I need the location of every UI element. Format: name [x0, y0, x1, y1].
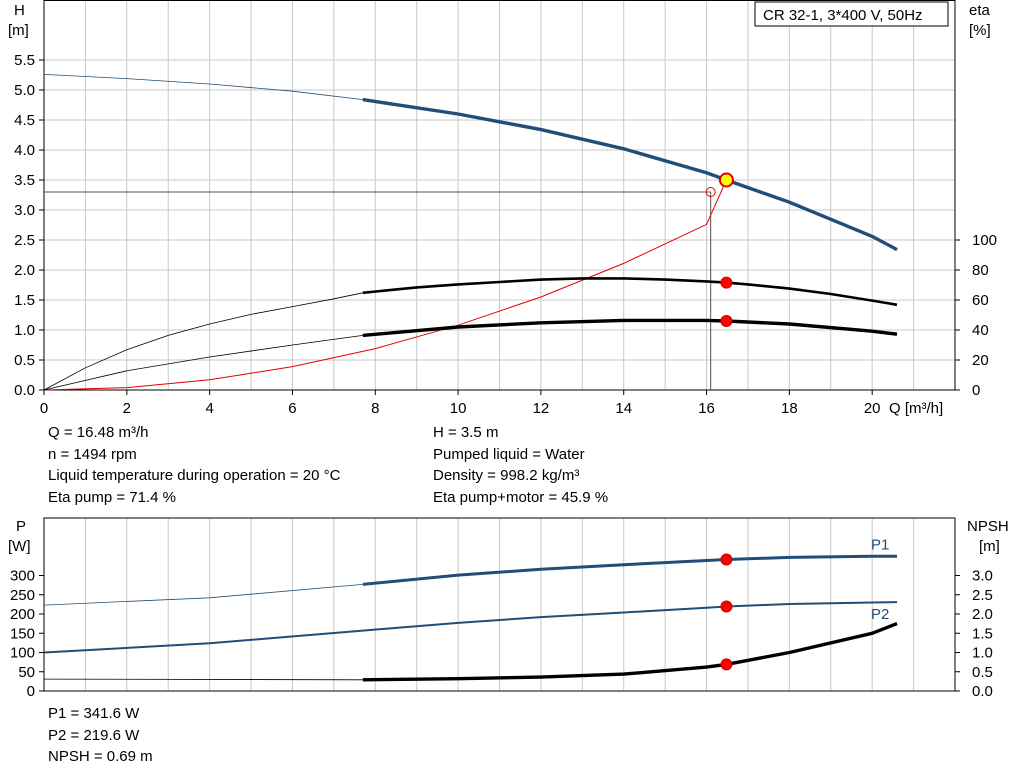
y-left-tick-label: 2.0 — [14, 262, 35, 279]
y-left-tick-label: 4.5 — [14, 112, 35, 129]
y-left-tick-label: 1.5 — [14, 292, 35, 309]
p-tick-label: 300 — [10, 568, 35, 585]
x-tick-label: 10 — [450, 400, 467, 417]
reference-point-marker — [705, 187, 716, 197]
y-left-tick-label: 0.5 — [14, 352, 35, 369]
p-tick-label: 0 — [27, 683, 35, 700]
p-tick-label: 150 — [10, 625, 35, 642]
system-curve-line — [43, 179, 727, 391]
y-right-tick-label: 100 — [972, 232, 997, 249]
p-tick-label: 100 — [10, 645, 35, 662]
y-left-tick-label: 4.0 — [14, 142, 35, 159]
head-line — [362, 97, 898, 252]
x-tick-label: 12 — [533, 400, 550, 417]
p-axis-label: P — [16, 518, 26, 535]
eta-pump-motor-line — [362, 318, 898, 338]
power-info: P1 = 341.6 W P2 = 219.6 W NPSH = 0.69 m — [48, 703, 153, 768]
eta-pump-text: Eta pump = 71.4 % — [48, 488, 176, 506]
operating-point-marker — [720, 315, 733, 327]
eta-pump-line — [362, 277, 898, 307]
y-right-tick-label: 40 — [972, 322, 989, 339]
x-tick-label: 6 — [288, 400, 296, 417]
y-left-tick-label: 1.0 — [14, 322, 35, 339]
duty-point-marker — [718, 172, 734, 188]
x-tick-label: 14 — [615, 400, 632, 417]
p1-value-text: P1 = 341.6 W — [48, 705, 140, 722]
x-axis-label: Q [m³/h] — [889, 400, 943, 417]
y-left-axis-unit: [m] — [8, 22, 29, 39]
power-plot-frame — [43, 517, 956, 692]
npsh-tick-label: 3.0 — [972, 568, 993, 585]
operating-point-marker — [720, 276, 733, 289]
npsh-tick-label: 1.5 — [972, 625, 993, 642]
y-left-tick-label: 0.0 — [14, 382, 35, 399]
eta-pump-line-extrapolated — [43, 292, 363, 391]
main-info-left: Q = 16.48 m³/h n = 1494 rpm Liquid tempe… — [48, 422, 340, 508]
operating-point-marker — [720, 658, 733, 671]
npsh-tick-label: 1.0 — [972, 645, 993, 662]
npsh-axis-label: NPSH — [967, 518, 1009, 535]
p-tick-label: 200 — [10, 606, 35, 623]
y-right-tick-label: 80 — [972, 262, 989, 279]
liquid-temperature-text: Liquid temperature during operation = 20… — [48, 467, 341, 484]
npsh-line-extrapolated — [43, 678, 363, 681]
speed-text: n = 1494 rpm — [48, 445, 137, 463]
main-plot-frame — [43, 0, 956, 391]
operating-point-marker — [720, 553, 733, 566]
operating-point-marker — [720, 600, 733, 613]
p2-series-label: P2 — [871, 606, 889, 623]
p-axis-unit: [W] — [8, 538, 31, 555]
npsh-tick-label: 0.0 — [972, 683, 993, 700]
chart-title: CR 32-1, 3*400 V, 50Hz — [763, 7, 923, 24]
npsh-axis-unit: [m] — [979, 538, 1000, 555]
y-right-tick-label: 0 — [972, 382, 980, 399]
npsh-tick-label: 0.5 — [972, 664, 993, 681]
pumped-liquid-text: Pumped liquid = Water — [433, 445, 585, 463]
p-tick-label: 50 — [18, 664, 35, 681]
y-left-tick-label: 5.5 — [14, 52, 35, 69]
p1-line — [362, 554, 897, 586]
npsh-tick-label: 2.5 — [972, 587, 993, 604]
npsh-value-text: NPSH = 0.69 m — [48, 748, 153, 765]
npsh-line — [362, 622, 898, 682]
head-line-extrapolated — [43, 74, 363, 100]
head-text: H = 3.5 m — [433, 424, 499, 441]
y-left-axis-label: H — [14, 2, 25, 19]
x-tick-label: 16 — [698, 400, 715, 417]
x-tick-label: 2 — [123, 400, 131, 417]
eta-pump-motor-text: Eta pump+motor = 45.9 % — [433, 488, 609, 506]
x-tick-label: 18 — [781, 400, 798, 417]
p2-value-text: P2 = 219.6 W — [48, 726, 140, 744]
p1-line-extrapolated — [43, 584, 363, 606]
npsh-tick-label: 2.0 — [972, 606, 993, 623]
p-tick-label: 250 — [10, 587, 35, 604]
y-right-tick-label: 20 — [972, 352, 989, 369]
chart-title-box — [754, 1, 949, 27]
y-right-axis-label: eta — [969, 2, 991, 19]
y-left-tick-label: 3.5 — [14, 172, 35, 189]
y-left-tick-label: 3.0 — [14, 202, 35, 219]
x-tick-label: 8 — [371, 400, 379, 417]
y-right-tick-label: 60 — [972, 292, 989, 309]
x-tick-label: 4 — [205, 400, 213, 417]
y-left-tick-label: 2.5 — [14, 232, 35, 249]
p1-series-label: P1 — [871, 536, 889, 553]
eta-pump-motor-line-extrapolated — [43, 335, 363, 391]
main-info-right: H = 3.5 m Pumped liquid = Water Density … — [433, 422, 608, 508]
density-text: Density = 998.2 kg/m³ — [433, 467, 580, 484]
x-tick-label: 20 — [864, 400, 881, 417]
y-left-tick-label: 5.0 — [14, 82, 35, 99]
x-tick-label: 0 — [40, 400, 48, 417]
flow-rate-text: Q = 16.48 m³/h — [48, 424, 149, 441]
p2-line — [43, 601, 898, 654]
y-right-axis-unit: [%] — [969, 22, 991, 39]
